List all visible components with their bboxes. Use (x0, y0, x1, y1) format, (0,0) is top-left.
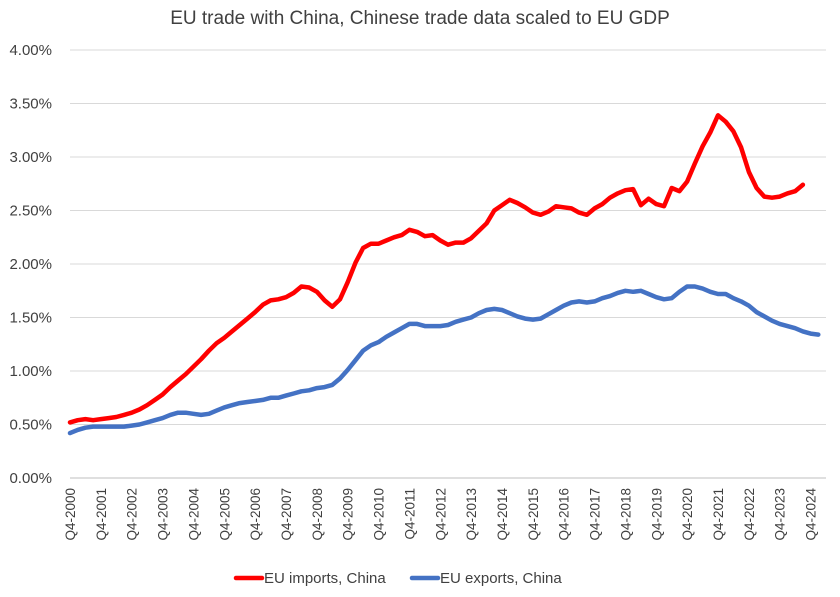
x-tick-label: Q4-2015 (526, 488, 541, 541)
x-tick-label: Q4-2023 (773, 488, 788, 541)
x-tick-label: Q4-2017 (588, 488, 603, 541)
x-tick-label: Q4-2003 (156, 488, 171, 541)
y-tick-label: 2.00% (9, 256, 52, 273)
legend: EU imports, China EU exports, China (233, 570, 562, 587)
y-tick-label: 3.50% (9, 96, 52, 113)
x-tick-label: Q4-2024 (804, 488, 819, 541)
x-axis-ticks: Q4-2000 Q4-2001 Q4-2002 Q4-2003 Q4-2004 Q4-20… (63, 488, 819, 541)
x-tick-label: Q4-2020 (680, 488, 695, 541)
x-tick-label: Q4-2012 (433, 488, 448, 541)
series-line-eu-imports (67, 113, 806, 425)
y-tick-label: 3.00% (9, 149, 52, 166)
x-tick-label: Q4-2007 (279, 488, 294, 541)
chart-title: EU trade with China, Chinese trade data … (170, 8, 670, 29)
x-tick-label: Q4-2016 (557, 488, 572, 541)
y-tick-label: 4.00% (9, 42, 52, 59)
x-tick-label: Q4-2018 (618, 488, 633, 541)
y-tick-label: 1.00% (9, 363, 52, 380)
y-tick-label: 1.50% (9, 310, 52, 327)
x-tick-label: Q4-2002 (125, 488, 140, 541)
x-tick-label: Q4-2004 (186, 488, 201, 541)
x-tick-label: Q4-2001 (94, 488, 109, 541)
legend-label-eu-imports: EU imports, China (264, 570, 386, 587)
x-tick-label: Q4-2006 (248, 488, 263, 541)
legend-label-eu-exports: EU exports, China (440, 570, 562, 587)
gridlines (70, 49, 826, 479)
y-axis-ticks: 0.00% 0.50% 1.00% 1.50% 2.00% 2.50% 3.00% 3.50%… (9, 42, 52, 487)
y-tick-label: 2.50% (9, 203, 52, 220)
x-tick-label: Q4-2011 (402, 488, 417, 540)
x-tick-label: Q4-2014 (495, 488, 510, 541)
x-tick-label: Q4-2008 (310, 488, 325, 541)
x-tick-label: Q4-2000 (63, 488, 78, 541)
x-tick-label: Q4-2021 (711, 488, 726, 541)
x-tick-label: Q4-2013 (464, 488, 479, 541)
series-lines (67, 113, 821, 436)
x-tick-label: Q4-2009 (341, 488, 356, 541)
y-tick-label: 0.50% (9, 417, 52, 434)
x-tick-label: Q4-2010 (372, 488, 387, 541)
x-tick-label: Q4-2019 (649, 488, 664, 541)
x-tick-label: Q4-2022 (742, 488, 757, 541)
series-line-eu-exports (67, 284, 821, 436)
y-tick-label: 0.00% (9, 470, 52, 487)
x-tick-label: Q4-2005 (217, 488, 232, 541)
